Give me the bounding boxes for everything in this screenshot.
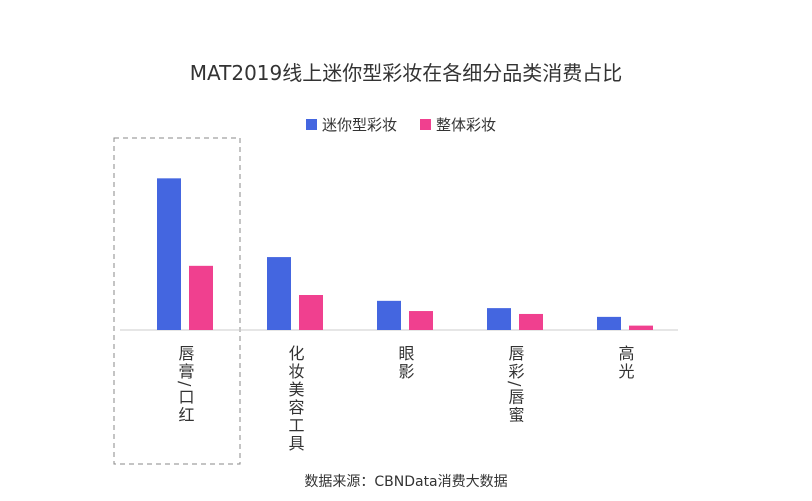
bar [377, 300, 401, 330]
bar [409, 311, 433, 330]
x-tick-label: 高光 [616, 345, 635, 381]
bar [157, 178, 181, 330]
x-tick-label: 化妆美容工具 [286, 345, 305, 453]
bar [519, 313, 543, 330]
legend-swatch [306, 119, 317, 130]
highlight-box [113, 137, 241, 465]
legend-label: 整体彩妆 [436, 116, 496, 134]
chart-title: MAT2019线上迷你型彩妆在各细分品类消费占比 [190, 61, 623, 85]
legend-swatch [420, 119, 431, 130]
legend-label: 迷你型彩妆 [322, 116, 397, 134]
bar [487, 308, 511, 330]
bar [299, 295, 323, 330]
bar [629, 325, 653, 330]
bar [597, 316, 621, 330]
bar [189, 265, 213, 330]
source: 数据来源：CBNData消费大数据 [304, 474, 507, 490]
x-tick-label: 眼影 [396, 345, 415, 381]
x-tick-label: 唇彩/唇蜜 [506, 345, 525, 424]
bar [267, 257, 291, 330]
x-tick-label: 唇膏/口红 [176, 345, 195, 424]
